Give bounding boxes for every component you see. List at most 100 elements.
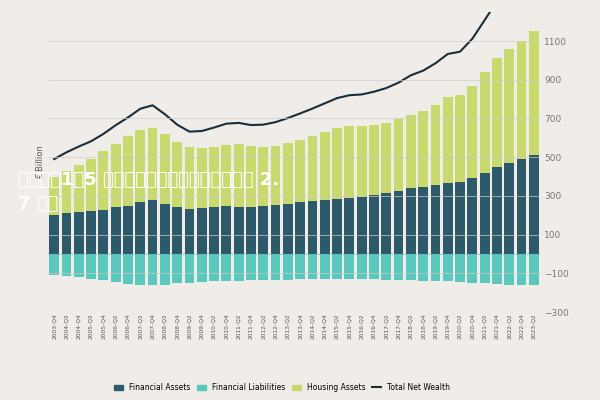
Bar (455, 254, 465, 282)
Bar (221, 254, 231, 281)
Bar (406, 114, 416, 254)
Bar (382, 123, 391, 254)
Bar (86, 254, 96, 279)
Bar (283, 143, 293, 254)
Bar (74, 212, 83, 254)
Bar (406, 188, 416, 254)
Bar (443, 97, 452, 254)
Bar (295, 202, 305, 254)
Y-axis label: € Billion: € Billion (36, 145, 45, 179)
Bar (172, 254, 182, 283)
Bar (369, 195, 379, 254)
Bar (369, 125, 379, 254)
Bar (505, 163, 514, 254)
Bar (98, 210, 108, 254)
Bar (529, 31, 539, 254)
Bar (529, 254, 539, 285)
Bar (431, 185, 440, 254)
Bar (259, 254, 268, 280)
Bar (123, 206, 133, 254)
Bar (455, 182, 465, 254)
Bar (357, 254, 367, 279)
Bar (369, 254, 379, 280)
Bar (394, 254, 403, 280)
Bar (197, 254, 206, 282)
Bar (148, 128, 157, 254)
Bar (357, 126, 367, 254)
Bar (185, 254, 194, 282)
Bar (308, 254, 317, 279)
Bar (148, 254, 157, 285)
Bar (505, 49, 514, 254)
Bar (505, 254, 514, 284)
Bar (209, 208, 219, 254)
Bar (49, 176, 59, 254)
Bar (209, 146, 219, 254)
Bar (394, 191, 403, 254)
Bar (259, 206, 268, 254)
Bar (62, 213, 71, 254)
Bar (332, 254, 342, 279)
Bar (136, 130, 145, 254)
Bar (111, 208, 121, 254)
Bar (455, 95, 465, 254)
Bar (344, 126, 354, 254)
Bar (320, 254, 329, 279)
Bar (148, 200, 157, 254)
Bar (394, 120, 403, 254)
Bar (136, 254, 145, 285)
Bar (418, 254, 428, 281)
Bar (517, 254, 526, 285)
Bar (259, 146, 268, 254)
Bar (74, 254, 83, 277)
Bar (332, 199, 342, 254)
Bar (467, 178, 477, 254)
Bar (111, 144, 121, 254)
Bar (98, 254, 108, 280)
Bar (234, 206, 244, 254)
Bar (271, 146, 280, 254)
Bar (185, 148, 194, 254)
Bar (382, 254, 391, 280)
Bar (271, 254, 280, 280)
Bar (492, 167, 502, 254)
Bar (246, 254, 256, 280)
Bar (221, 206, 231, 254)
Bar (49, 254, 59, 275)
Bar (308, 201, 317, 254)
Bar (86, 159, 96, 254)
Bar (221, 144, 231, 254)
Bar (406, 254, 416, 280)
Bar (295, 140, 305, 254)
Bar (123, 136, 133, 254)
Text: 股票配资1比5 江西省浩飞汽运有限公司被罚款 2.
7 万元: 股票配资1比5 江西省浩飞汽运有限公司被罚款 2. 7 万元 (18, 171, 279, 213)
Bar (492, 254, 502, 284)
Bar (123, 254, 133, 284)
Legend: Financial Assets, Financial Liabilities, Housing Assets, Total Net Wealth: Financial Assets, Financial Liabilities,… (114, 383, 450, 392)
Bar (517, 41, 526, 254)
Bar (246, 207, 256, 254)
Bar (197, 208, 206, 254)
Bar (492, 58, 502, 254)
Bar (172, 208, 182, 254)
Bar (246, 146, 256, 254)
Bar (197, 148, 206, 254)
Bar (320, 132, 329, 254)
Bar (295, 254, 305, 280)
Bar (344, 198, 354, 254)
Bar (418, 187, 428, 254)
Bar (308, 136, 317, 254)
Bar (480, 173, 490, 254)
Bar (529, 155, 539, 254)
Bar (271, 204, 280, 254)
Bar (443, 183, 452, 254)
Bar (320, 200, 329, 254)
Bar (74, 165, 83, 254)
Bar (344, 254, 354, 279)
Bar (234, 144, 244, 254)
Bar (480, 72, 490, 254)
Bar (136, 202, 145, 254)
Bar (431, 254, 440, 281)
Bar (480, 254, 490, 283)
Bar (209, 254, 219, 282)
